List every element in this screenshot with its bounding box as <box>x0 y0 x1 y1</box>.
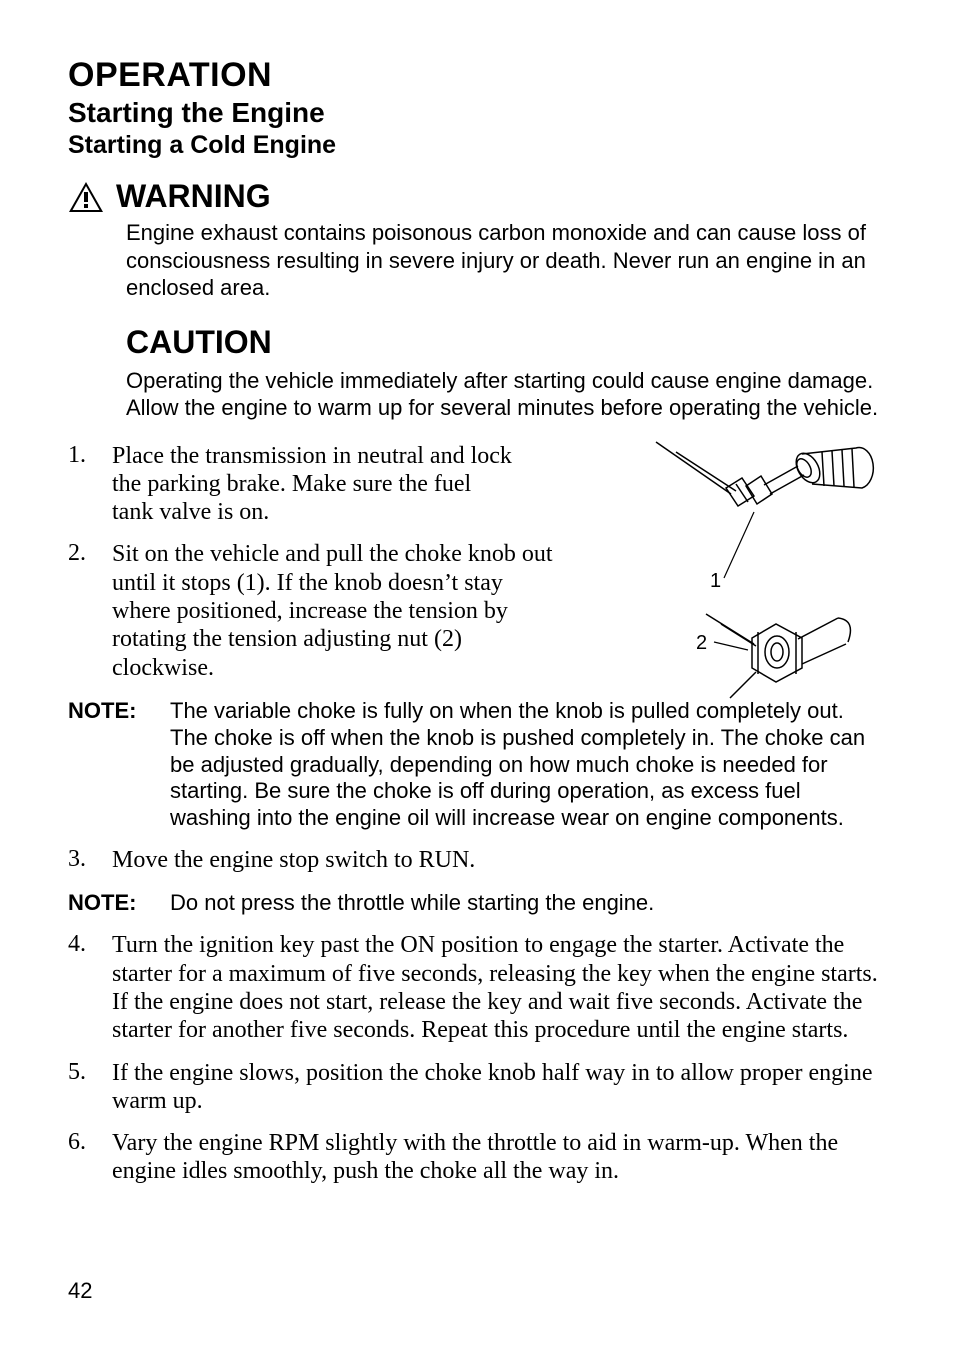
warning-heading-row: WARNING <box>68 178 886 215</box>
step-number: 4. <box>68 931 112 1044</box>
step-number: 6. <box>68 1129 112 1186</box>
step-number: 2. <box>68 540 112 682</box>
caution-text: Operating the vehicle immediately after … <box>126 367 886 422</box>
caution-heading: CAUTION <box>126 324 886 361</box>
choke-knob-figure: 1 2 <box>626 436 886 726</box>
step-4: 4. Turn the ignition key past the ON pos… <box>68 931 886 1044</box>
warning-triangle-icon <box>68 181 104 213</box>
page-number: 42 <box>68 1278 92 1304</box>
step-text: If the engine slows, position the choke … <box>112 1059 886 1116</box>
step-number: 5. <box>68 1059 112 1116</box>
figure-callout-2: 2 <box>696 632 707 655</box>
step-5: 5. If the engine slows, position the cho… <box>68 1059 886 1116</box>
note-label: NOTE: <box>68 698 170 832</box>
note-label: NOTE: <box>68 890 170 917</box>
step-6: 6. Vary the engine RPM slightly with the… <box>68 1129 886 1186</box>
choke-diagram-icon <box>626 436 886 726</box>
subsubsection-title: Starting a Cold Engine <box>68 131 886 160</box>
step-text: Sit on the vehicle and pull the choke kn… <box>112 540 562 682</box>
warning-text: Engine exhaust contains poisonous carbon… <box>126 219 886 302</box>
step-text: Move the engine stop switch to RUN. <box>112 846 475 874</box>
subsection-title: Starting the Engine <box>68 97 886 129</box>
step-text: Place the transmission in neutral and lo… <box>112 442 512 527</box>
note-text: Do not press the throttle while starting… <box>170 890 654 917</box>
step-text: Turn the ignition key past the ON positi… <box>112 931 886 1044</box>
note-2: NOTE: Do not press the throttle while st… <box>68 890 886 917</box>
step-number: 3. <box>68 846 112 874</box>
section-title: OPERATION <box>68 56 886 95</box>
step-3: 3. Move the engine stop switch to RUN. <box>68 846 886 874</box>
manual-page: OPERATION Starting the Engine Starting a… <box>0 0 954 1352</box>
figure-wrap-region: 1 2 1. Place the transmission in neutral… <box>68 442 886 833</box>
step-number: 1. <box>68 442 112 527</box>
warning-heading: WARNING <box>116 178 271 215</box>
figure-callout-1: 1 <box>710 570 721 593</box>
step-text: Vary the engine RPM slightly with the th… <box>112 1129 886 1186</box>
